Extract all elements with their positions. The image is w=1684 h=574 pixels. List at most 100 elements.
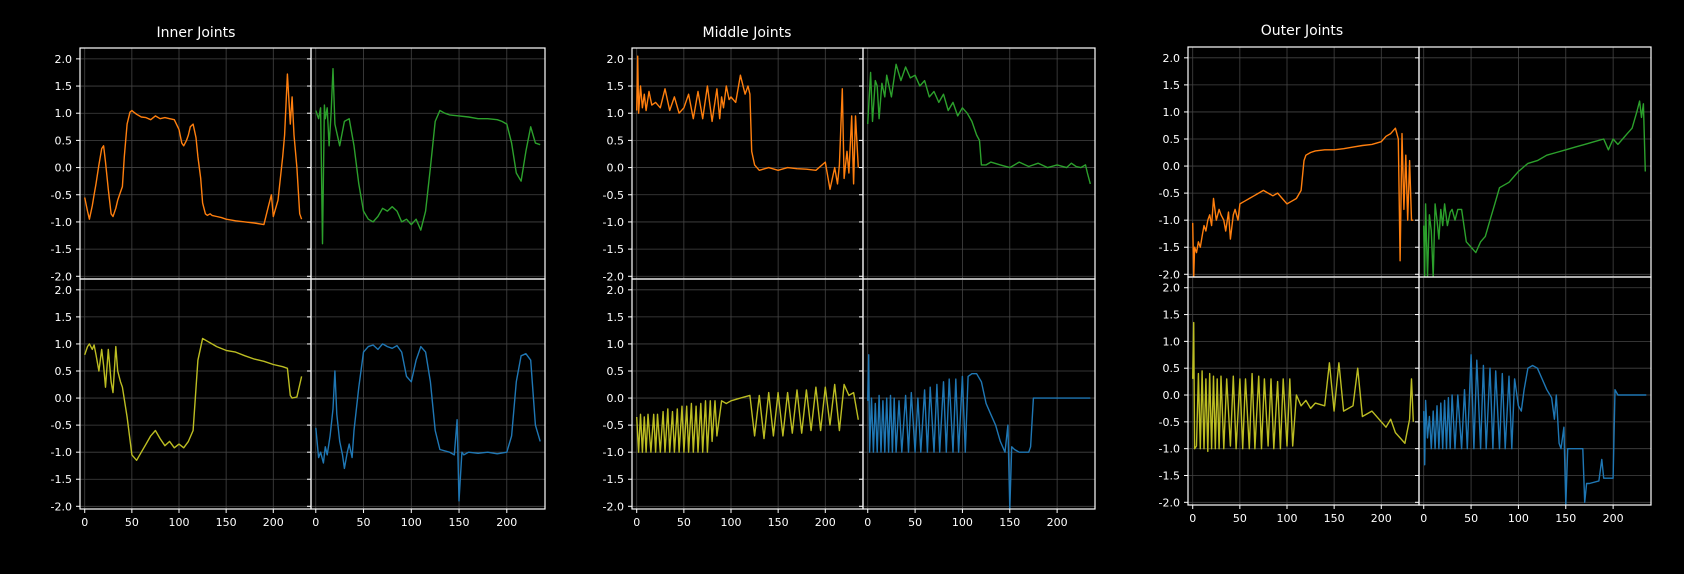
y-tick-label: 0.5 xyxy=(55,134,73,147)
x-tick-label: 200 xyxy=(263,516,284,529)
x-tick-label: 100 xyxy=(952,516,973,529)
x-tick-label: 100 xyxy=(1277,512,1298,525)
y-tick-label: 2.0 xyxy=(1163,282,1181,295)
chart-group-middle-joints: Middle Joints -2.0 -1.5 -1.0 -0.5 0.0 0.5 1.0 1… xyxy=(603,25,1096,529)
x-tick-label: 0 xyxy=(81,516,88,529)
y-tick-label: 1.0 xyxy=(607,107,625,120)
x-tick-label: 50 xyxy=(357,516,371,529)
y-tick-label: 1.5 xyxy=(55,311,73,324)
y-tick-label: 2.0 xyxy=(1163,52,1181,65)
y-tick-label: -2.0 xyxy=(1159,496,1180,509)
y-tick-label: -1.5 xyxy=(51,243,72,256)
y-tick-label: -1.5 xyxy=(603,473,624,486)
subplot-top-right xyxy=(1415,46,1652,278)
subplot-bottom-right: 0 50 100 150 200 xyxy=(307,278,546,529)
x-tick-label: 150 xyxy=(216,516,237,529)
series-line-bottom-right xyxy=(867,354,1091,509)
y-tick-label: 1.5 xyxy=(1163,79,1181,92)
y-tick-label: 1.0 xyxy=(607,338,625,351)
series-line-top-left xyxy=(84,73,303,226)
y-tick-label: 0.0 xyxy=(55,392,73,405)
y-tick-label: 0.5 xyxy=(607,134,625,147)
series-line-bottom-left xyxy=(636,383,859,453)
y-tick-label: 0.0 xyxy=(55,162,73,175)
subplot-bottom-left: -2.0 -1.5 -1.0 -0.5 0.0 0.5 1.0 1.5 2.0 0 50 100 150… xyxy=(51,278,312,529)
x-tick-label: 150 xyxy=(449,516,470,529)
series-line-top-right xyxy=(315,67,541,245)
x-tick-label: 100 xyxy=(721,516,742,529)
subplot-frame xyxy=(1418,276,1652,506)
y-tick-label: -0.5 xyxy=(603,419,624,432)
y-tick-label: 0.0 xyxy=(607,162,625,175)
y-tick-label: 2.0 xyxy=(55,53,73,66)
y-tick-label: 1.0 xyxy=(1163,335,1181,348)
group-title-inner-joints: Inner Joints xyxy=(157,25,236,41)
x-tick-label: 100 xyxy=(169,516,190,529)
x-tick-label: 200 xyxy=(1047,516,1068,529)
y-tick-label: -2.0 xyxy=(1159,268,1180,281)
x-tick-label: 100 xyxy=(1508,512,1529,525)
subplot-bottom-right: 0 50 100 150 200 xyxy=(859,278,1096,529)
subplot-bottom-left: -2.0 -1.5 -1.0 -0.5 0.0 0.5 1.0 1.5 2.0 0 50 100 150… xyxy=(1159,276,1420,525)
y-tick-label: 0.5 xyxy=(1163,362,1181,375)
y-tick-label: -2.0 xyxy=(51,500,72,513)
y-tick-label: -1.5 xyxy=(1159,469,1180,482)
y-tick-label: -1.5 xyxy=(1159,241,1180,254)
y-tick-label: -0.5 xyxy=(1159,187,1180,200)
x-tick-label: 200 xyxy=(496,516,517,529)
subplot-top-left: -2.0 -1.5 -1.0 -0.5 0.0 0.5 1.0 1.5 2.0 xyxy=(1159,46,1420,281)
y-tick-label: -1.0 xyxy=(1159,214,1180,227)
y-tick-label: -1.0 xyxy=(51,446,72,459)
y-tick-label: 1.5 xyxy=(607,80,625,93)
y-tick-label: 1.0 xyxy=(55,107,73,120)
y-tick-label: -1.5 xyxy=(51,473,72,486)
x-tick-label: 200 xyxy=(815,516,836,529)
series-line-bottom-right xyxy=(315,343,541,502)
x-tick-label: 50 xyxy=(1464,512,1478,525)
x-tick-label: 0 xyxy=(1189,512,1196,525)
y-tick-label: 1.0 xyxy=(55,338,73,351)
x-tick-label: 0 xyxy=(312,516,319,529)
y-tick-label: -1.0 xyxy=(1159,443,1180,456)
y-tick-label: 0.0 xyxy=(1163,389,1181,402)
x-tick-label: 0 xyxy=(864,516,871,529)
x-tick-label: 0 xyxy=(633,516,640,529)
y-tick-label: 0.5 xyxy=(607,365,625,378)
y-tick-label: 1.5 xyxy=(607,311,625,324)
series-line-top-right xyxy=(1423,100,1646,277)
y-tick-label: -2.0 xyxy=(603,270,624,283)
y-tick-label: -0.5 xyxy=(1159,416,1180,429)
x-tick-label: 150 xyxy=(1555,512,1576,525)
y-tick-label: -0.5 xyxy=(603,189,624,202)
y-tick-label: -0.5 xyxy=(51,189,72,202)
subplot-bottom-right: 0 50 100 150 200 xyxy=(1415,276,1652,525)
subplot-frame xyxy=(310,278,546,510)
y-tick-label: 0.0 xyxy=(1163,160,1181,173)
chart-group-outer-joints: Outer Joints -2.0 -1.5 -1.0 -0.5 0.0 0.5 1.0 1.… xyxy=(1159,23,1652,525)
y-tick-label: 0.5 xyxy=(55,365,73,378)
y-tick-label: 2.0 xyxy=(607,53,625,66)
x-tick-label: 50 xyxy=(677,516,691,529)
subplot-bottom-left: -2.0 -1.5 -1.0 -0.5 0.0 0.5 1.0 1.5 2.0 0 50 100 150… xyxy=(603,278,864,529)
x-tick-label: 100 xyxy=(401,516,422,529)
x-tick-label: 50 xyxy=(125,516,139,529)
series-line-bottom-left xyxy=(1192,321,1414,453)
x-tick-label: 50 xyxy=(908,516,922,529)
series-line-top-right xyxy=(867,63,1091,185)
series-line-bottom-right xyxy=(1423,354,1647,505)
subplot-top-right xyxy=(859,47,1096,280)
x-tick-label: 0 xyxy=(1420,512,1427,525)
y-tick-label: 1.5 xyxy=(55,80,73,93)
subplot-top-left: -2.0 -1.5 -1.0 -0.5 0.0 0.5 1.0 1.5 2.0 xyxy=(51,47,312,283)
x-tick-label: 150 xyxy=(768,516,789,529)
y-tick-label: -0.5 xyxy=(51,419,72,432)
y-tick-label: 2.0 xyxy=(55,284,73,297)
y-tick-label: 0.5 xyxy=(1163,133,1181,146)
y-tick-label: -2.0 xyxy=(603,500,624,513)
y-tick-label: -1.0 xyxy=(51,216,72,229)
x-tick-label: 150 xyxy=(999,516,1020,529)
y-tick-label: -1.5 xyxy=(603,243,624,256)
y-tick-label: -2.0 xyxy=(51,270,72,283)
y-tick-label: 0.0 xyxy=(607,392,625,405)
